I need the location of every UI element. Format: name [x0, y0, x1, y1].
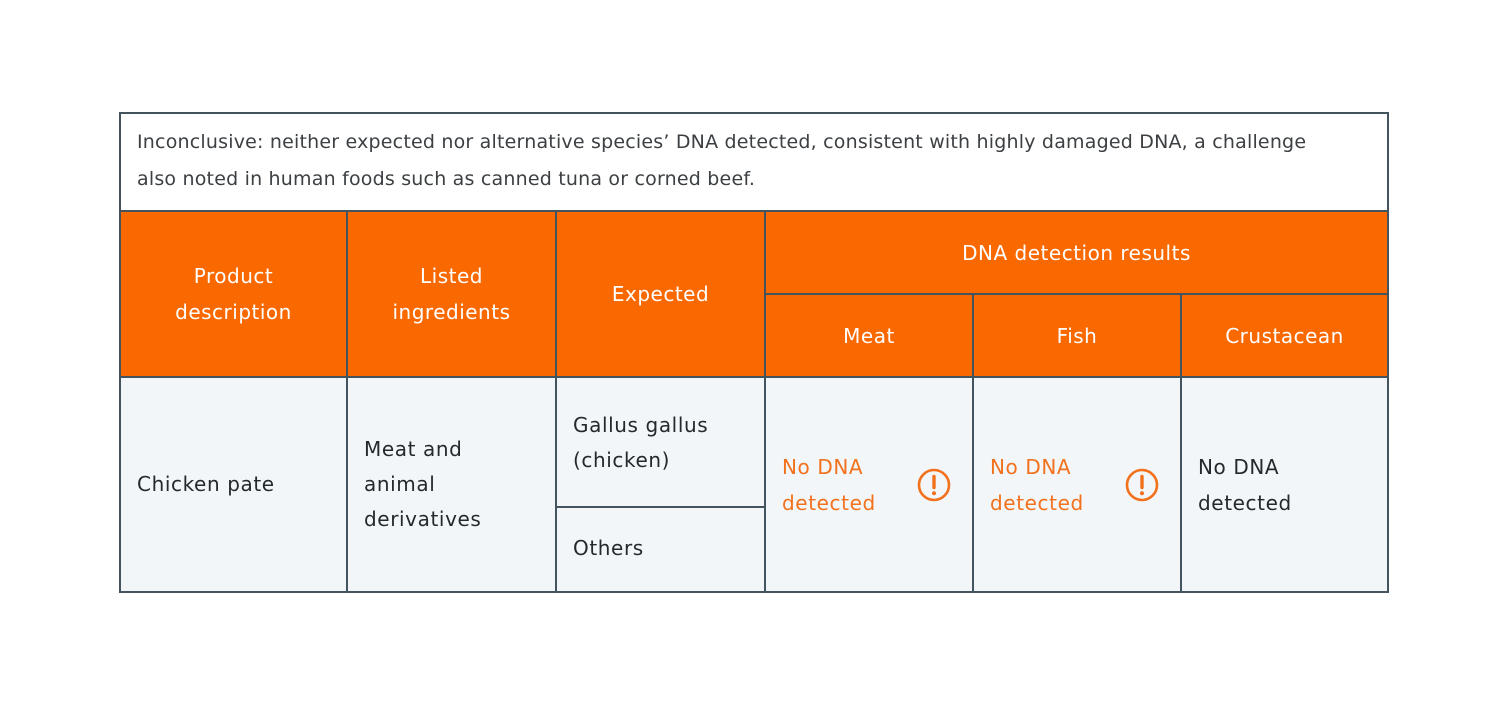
header-dna-detection-results-label: DNA detection results	[962, 240, 1191, 265]
cell-expected: Gallus gallus (chicken) Others	[555, 376, 766, 593]
header-crustacean: Crustacean	[1179, 293, 1390, 378]
cell-result-fish: No DNA detected	[972, 376, 1182, 593]
result-meat: No DNA detected	[782, 449, 960, 521]
dna-results-table: Inconclusive: neither expected nor alter…	[118, 112, 1390, 593]
expected-secondary-cell: Others	[557, 508, 764, 589]
header-row-top: Product description Listed ingredients E…	[119, 210, 1390, 378]
table-row: Chicken pate Meat and animal derivatives…	[119, 376, 1390, 593]
header-fish: Fish	[972, 293, 1182, 378]
result-crustacean: No DNA detected	[1198, 449, 1375, 521]
expected-secondary-value: Others	[573, 536, 644, 560]
note-cell: Inconclusive: neither expected nor alter…	[118, 112, 1390, 212]
alert-circle-icon	[917, 468, 951, 501]
expected-primary-cell: Gallus gallus (chicken)	[557, 380, 764, 508]
header-listed-ingredients-label: Listed ingredients	[392, 264, 511, 324]
result-fish: No DNA detected	[990, 449, 1168, 521]
header-crustacean-label: Crustacean	[1225, 323, 1344, 348]
header-product-description: Product description	[119, 210, 348, 378]
product-description-value: Chicken pate	[137, 472, 275, 496]
note-text: Inconclusive: neither expected nor alter…	[137, 131, 1307, 190]
cell-result-crustacean: No DNA detected	[1179, 376, 1390, 593]
header-dna-detection-results: DNA detection results	[763, 210, 1390, 295]
result-crustacean-text: No DNA detected	[1198, 454, 1292, 515]
header-meat-label: Meat	[843, 323, 895, 348]
header-fish-label: Fish	[1056, 323, 1098, 348]
cell-product-description: Chicken pate	[119, 376, 348, 593]
cell-result-meat: No DNA detected	[764, 376, 974, 593]
result-fish-text: No DNA detected	[990, 454, 1084, 515]
header-expected-label: Expected	[611, 282, 710, 306]
header-listed-ingredients: Listed ingredients	[346, 210, 557, 378]
alert-circle-icon	[1125, 468, 1159, 501]
note-row: Inconclusive: neither expected nor alter…	[118, 112, 1390, 212]
expected-primary-value: Gallus gallus (chicken)	[573, 413, 709, 472]
listed-ingredients-value: Meat and animal derivatives	[364, 437, 482, 531]
results-table: Inconclusive: neither expected nor alter…	[118, 112, 1390, 593]
cell-listed-ingredients: Meat and animal derivatives	[346, 376, 557, 593]
result-meat-text: No DNA detected	[782, 454, 876, 515]
header-expected: Expected	[555, 210, 766, 378]
header-meat: Meat	[764, 293, 974, 378]
header-product-description-label: Product description	[175, 264, 292, 324]
header-row-sub: Meat Fish Crustacean	[120, 293, 1390, 378]
